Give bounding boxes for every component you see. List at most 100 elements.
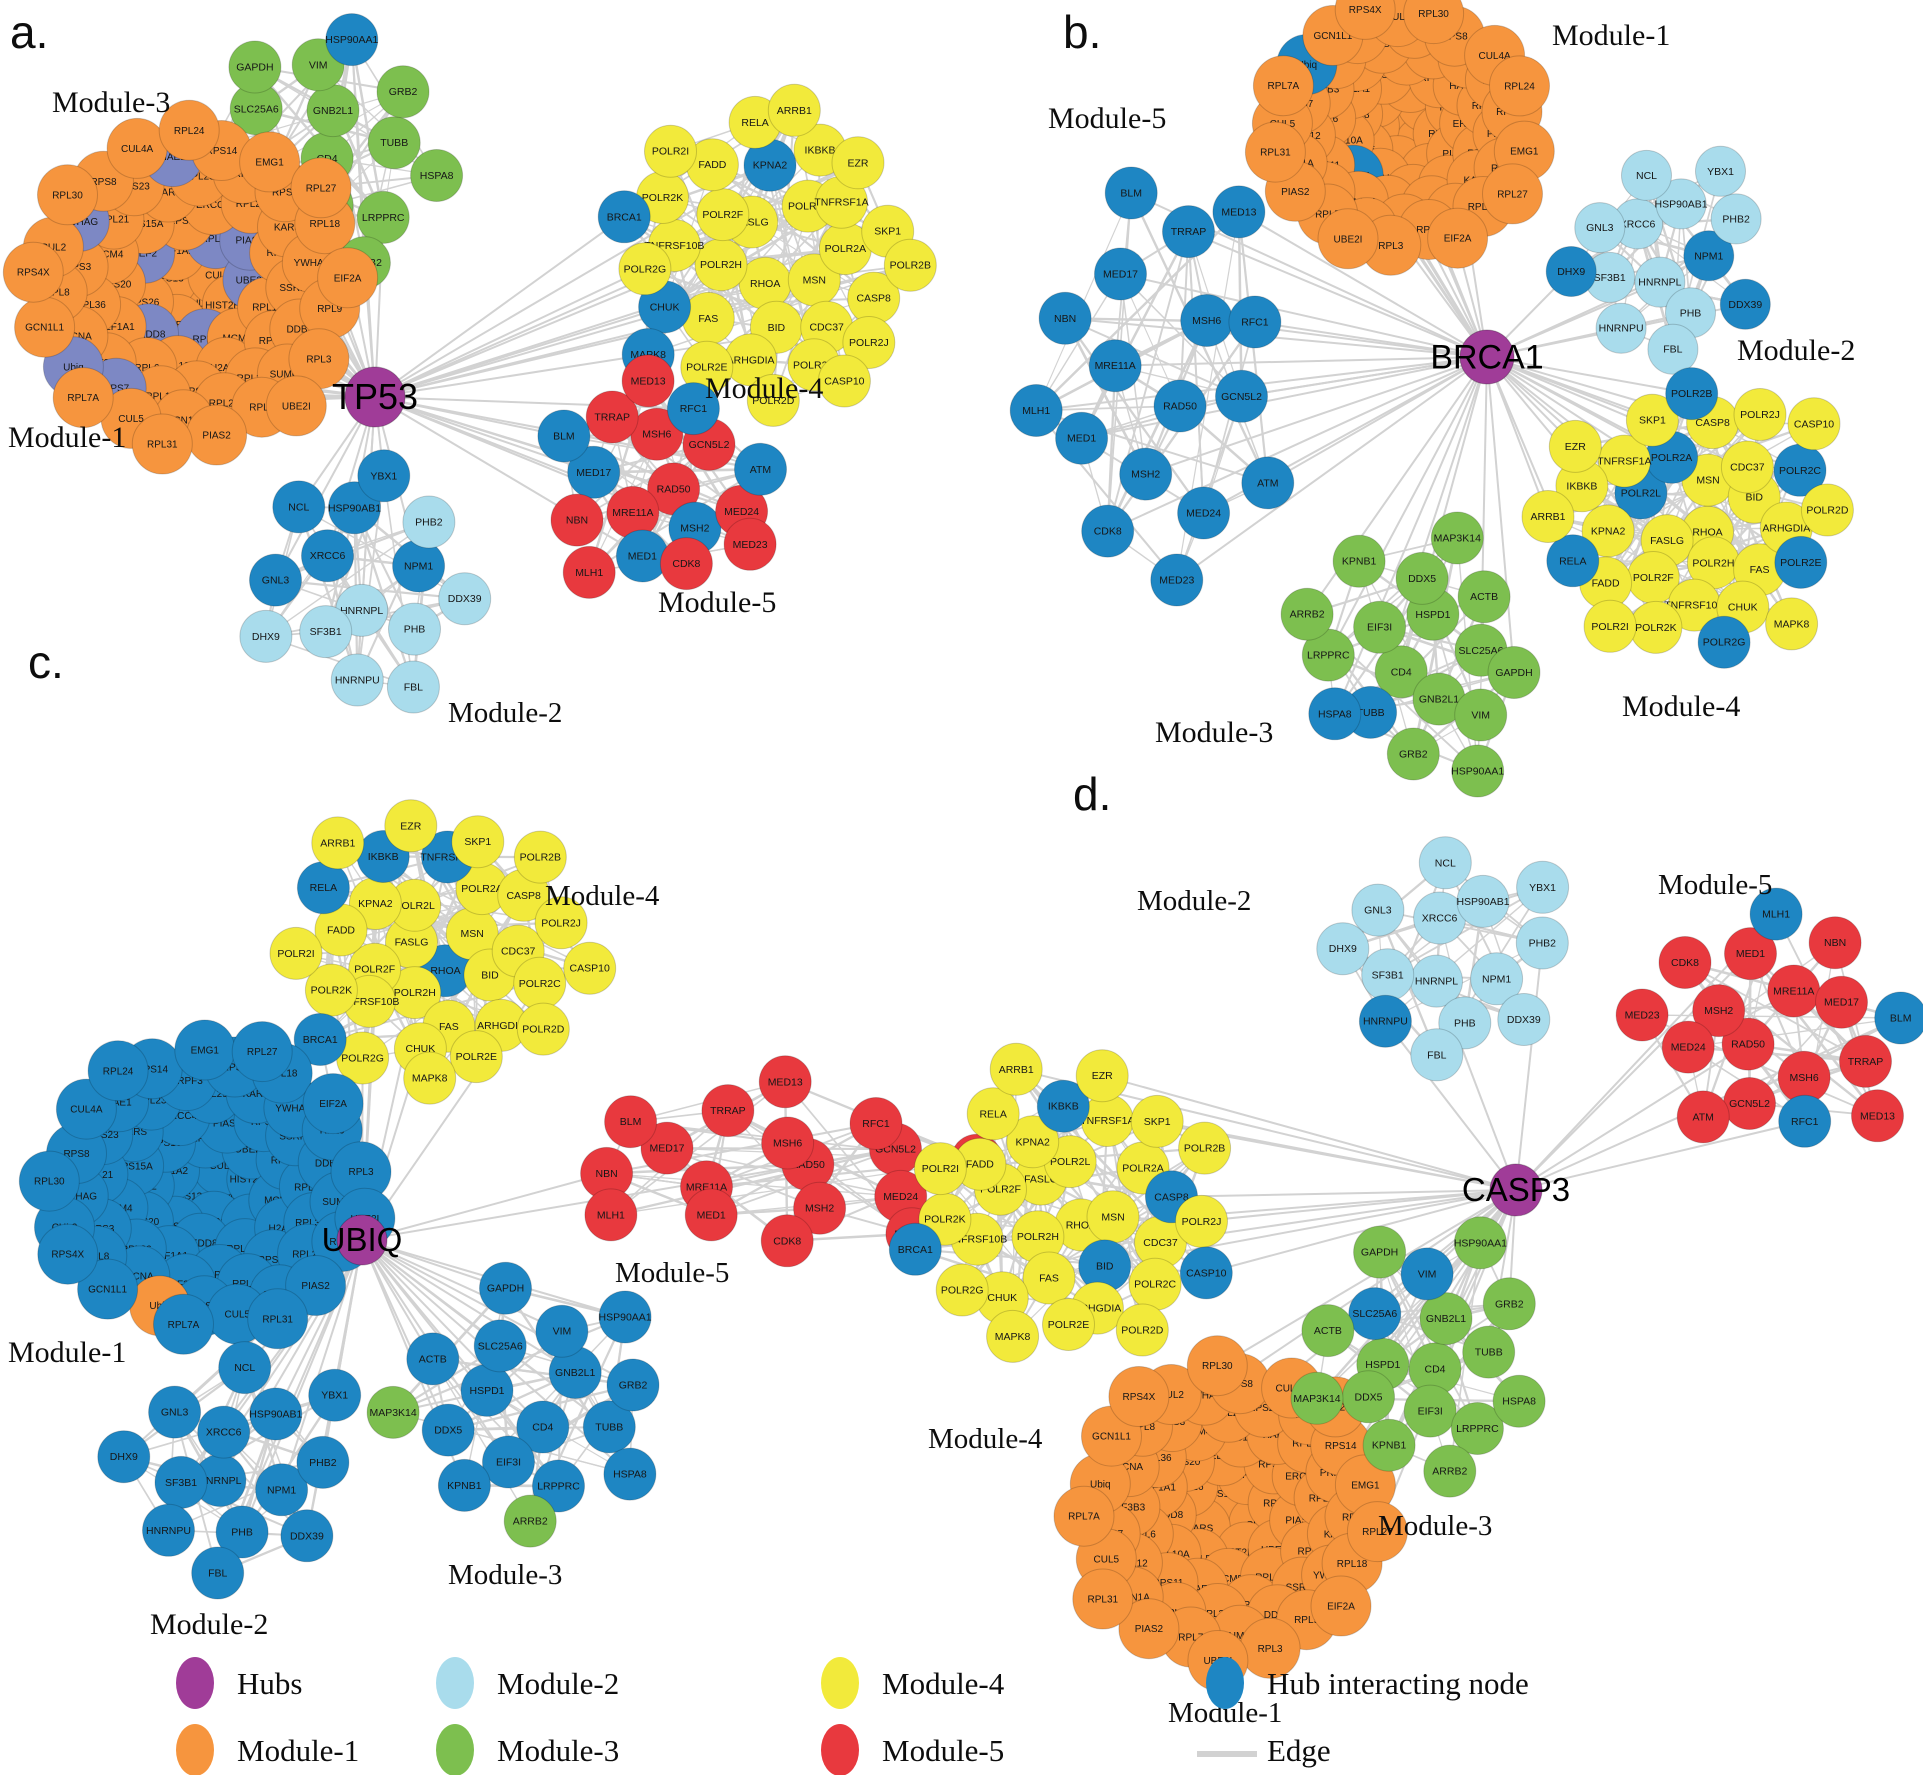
node-BLM[interactable]: BLM: [1874, 991, 1923, 1045]
node-circle-TRRAP[interactable]: [585, 390, 639, 444]
node-circle-GRB2[interactable]: [376, 65, 430, 119]
node-MED24[interactable]: MED24: [1177, 486, 1231, 540]
node-circle-HNRNPU[interactable]: [330, 653, 384, 707]
node-NCL[interactable]: NCL: [1418, 836, 1472, 890]
node-CDC37[interactable]: CDC37: [1720, 440, 1774, 494]
hub-CASP3[interactable]: CASP3: [1462, 1163, 1570, 1217]
node-YBX1[interactable]: YBX1: [1695, 145, 1746, 197]
node-XRCC6[interactable]: XRCC6: [301, 529, 354, 583]
node-POLR2E[interactable]: POLR2E: [680, 340, 734, 394]
node-EMG1[interactable]: EMG1: [174, 1019, 236, 1081]
node-TRRAP[interactable]: TRRAP: [701, 1084, 755, 1138]
node-POLR2B[interactable]: POLR2B: [513, 830, 567, 884]
node-UBE2I[interactable]: UBE2I: [265, 375, 327, 437]
node-MAPK8[interactable]: MAPK8: [403, 1051, 457, 1105]
node-ARRB1[interactable]: ARRB1: [989, 1042, 1043, 1096]
node-circle-HSP90AA1[interactable]: [325, 13, 379, 67]
node-BLM[interactable]: BLM: [604, 1095, 658, 1149]
node-NPM1[interactable]: NPM1: [392, 539, 446, 593]
node-RFC1[interactable]: RFC1: [849, 1097, 903, 1150]
node-HSP90AA1[interactable]: HSP90AA1: [325, 13, 379, 67]
node-PHB2[interactable]: PHB2: [402, 495, 456, 549]
node-MED13[interactable]: MED13: [621, 354, 675, 408]
node-circle-TUBB[interactable]: [367, 116, 421, 170]
node-FAS[interactable]: FAS: [681, 291, 735, 345]
node-POLR2J[interactable]: POLR2J: [842, 316, 896, 369]
node-ARRB1[interactable]: ARRB1: [767, 83, 821, 137]
node-HSPA8[interactable]: HSPA8: [1492, 1374, 1546, 1428]
node-EZR[interactable]: EZR: [1075, 1049, 1129, 1103]
node-EIF2A[interactable]: EIF2A: [302, 1073, 364, 1135]
node-RPL7A[interactable]: RPL7A: [153, 1293, 214, 1355]
node-ARRB1[interactable]: ARRB1: [311, 816, 365, 870]
node-DDX39[interactable]: DDX39: [438, 572, 492, 626]
node-DDX39[interactable]: DDX39: [1719, 278, 1771, 330]
node-NCL[interactable]: NCL: [218, 1341, 272, 1395]
node-VIM[interactable]: VIM: [1454, 688, 1508, 742]
node-circle-POLR2G[interactable]: [618, 242, 672, 296]
node-POLR2I[interactable]: POLR2I: [1583, 599, 1637, 653]
node-EIF2A[interactable]: EIF2A: [1310, 1575, 1372, 1637]
node-POLR2D[interactable]: POLR2D: [1800, 483, 1854, 537]
node-DDX5[interactable]: DDX5: [1342, 1370, 1395, 1424]
node-RPS4X[interactable]: RPS4X: [37, 1223, 99, 1285]
node-KPNB1[interactable]: KPNB1: [1362, 1418, 1416, 1472]
node-RPS4X[interactable]: RPS4X: [2, 241, 64, 303]
node-RELA[interactable]: RELA: [966, 1087, 1020, 1141]
node-GCN5L2[interactable]: GCN5L2: [1723, 1077, 1776, 1130]
node-EIF3I[interactable]: EIF3I: [1353, 600, 1407, 654]
node-NCL[interactable]: NCL: [1621, 149, 1672, 201]
node-POLR2G[interactable]: POLR2G: [1697, 615, 1751, 669]
node-RPL27[interactable]: RPL27: [231, 1021, 293, 1083]
node-RPL30[interactable]: RPL30: [1186, 1335, 1248, 1397]
node-NCL[interactable]: NCL: [272, 480, 326, 534]
node-HNRNPU[interactable]: HNRNPU: [1595, 302, 1647, 354]
node-POLR2B[interactable]: POLR2B: [1665, 367, 1719, 421]
node-NBN[interactable]: NBN: [1808, 916, 1862, 970]
node-ARRB1[interactable]: ARRB1: [1521, 490, 1575, 543]
node-POLR2F[interactable]: POLR2F: [696, 188, 750, 242]
node-POLR2K[interactable]: POLR2K: [636, 171, 689, 224]
node-RPL7A[interactable]: RPL7A: [1053, 1485, 1115, 1547]
node-FBL[interactable]: FBL: [191, 1546, 245, 1600]
node-BLM[interactable]: BLM: [1104, 166, 1158, 220]
node-RPL24[interactable]: RPL24: [158, 99, 220, 161]
node-TUBB[interactable]: TUBB: [1462, 1325, 1516, 1379]
node-XRCC6[interactable]: XRCC6: [197, 1405, 251, 1459]
node-RPL27[interactable]: RPL27: [1482, 163, 1543, 225]
node-MRE11A[interactable]: MRE11A: [606, 485, 660, 539]
node-GNB2L1[interactable]: GNB2L1: [1419, 1292, 1473, 1346]
node-DHX9[interactable]: DHX9: [239, 609, 293, 663]
node-circle-MED23[interactable]: [723, 517, 777, 571]
node-RFC1[interactable]: RFC1: [1778, 1094, 1832, 1148]
node-circle-DHX9[interactable]: [239, 609, 293, 663]
node-GAPDH[interactable]: GAPDH: [228, 40, 282, 94]
node-VIM[interactable]: VIM: [1400, 1247, 1454, 1301]
node-CASP8[interactable]: CASP8: [847, 271, 901, 325]
node-SKP1[interactable]: SKP1: [1130, 1094, 1184, 1148]
node-NBN[interactable]: NBN: [550, 493, 604, 547]
node-TRRAP[interactable]: TRRAP: [1162, 205, 1215, 259]
node-POLR2G[interactable]: POLR2G: [618, 242, 672, 296]
node-ARHGDIA[interactable]: ARHGDIA: [724, 333, 778, 387]
node-RELA[interactable]: RELA: [296, 861, 350, 915]
node-LRPPRC[interactable]: LRPPRC: [356, 190, 410, 244]
node-HSP90AA1[interactable]: HSP90AA1: [599, 1290, 652, 1344]
node-RPL31[interactable]: RPL31: [247, 1288, 309, 1350]
node-circle-FBL[interactable]: [386, 660, 440, 714]
node-RELA[interactable]: RELA: [1546, 534, 1600, 588]
node-circle-BLM[interactable]: [537, 409, 591, 463]
node-MED24[interactable]: MED24: [1661, 1020, 1715, 1074]
node-GAPDH[interactable]: GAPDH: [1487, 646, 1541, 699]
node-RPL7A[interactable]: RPL7A: [52, 367, 114, 429]
node-circle-EZR[interactable]: [831, 136, 885, 190]
node-RPL31[interactable]: RPL31: [131, 413, 193, 475]
node-TRRAP[interactable]: TRRAP: [585, 390, 639, 444]
node-MAPK8[interactable]: MAPK8: [986, 1309, 1040, 1363]
node-MAP3K14[interactable]: MAP3K14: [1290, 1371, 1344, 1425]
node-SF3B1[interactable]: SF3B1: [299, 605, 353, 659]
node-HSPA8[interactable]: HSPA8: [1308, 687, 1362, 741]
node-MED13[interactable]: MED13: [1212, 185, 1266, 239]
node-CDK8[interactable]: CDK8: [1081, 504, 1135, 558]
node-FBL[interactable]: FBL: [386, 660, 440, 714]
